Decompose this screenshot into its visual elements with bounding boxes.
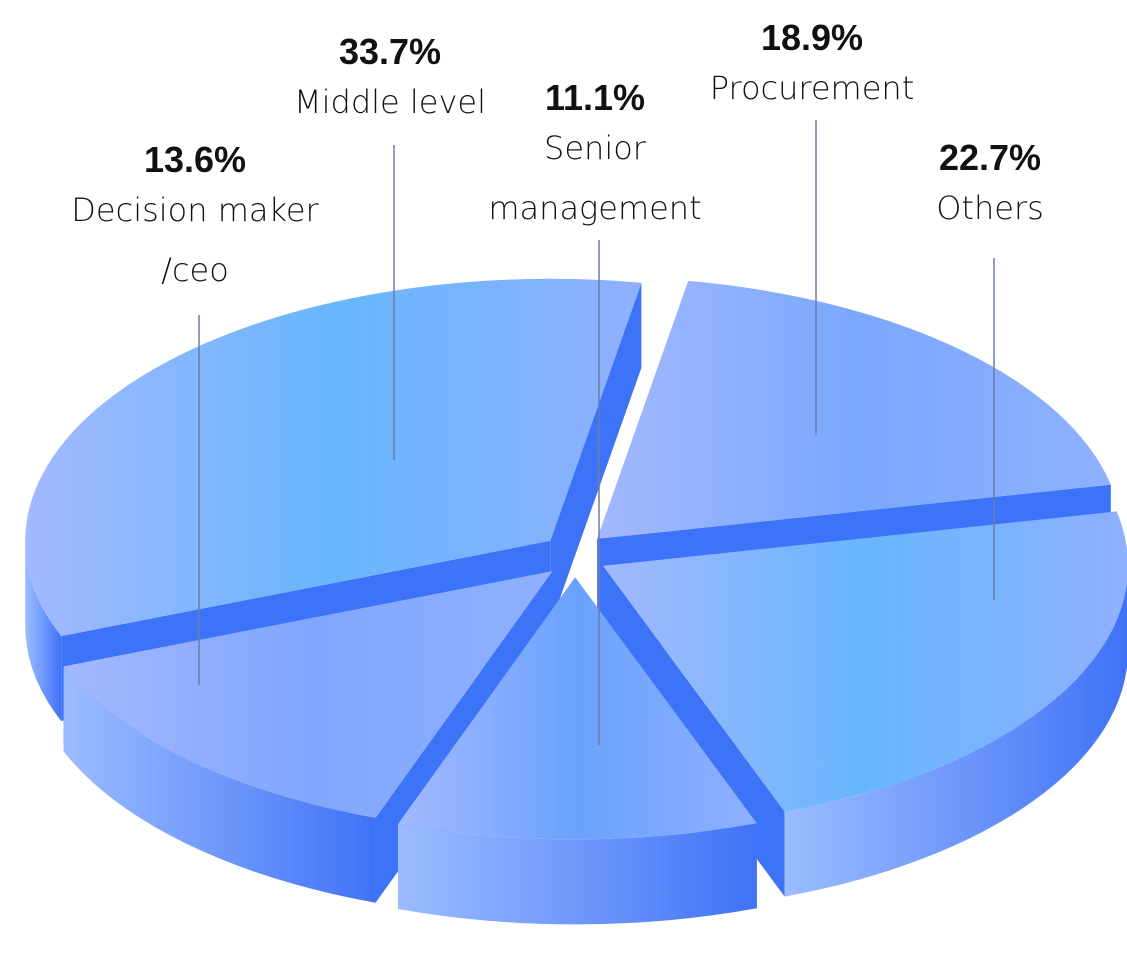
- category-label: Others: [936, 189, 1044, 227]
- slice-label: 18.9% Procurement: [692, 18, 932, 118]
- slice-label: 22.7% Others: [870, 138, 1110, 238]
- slice-side: [25, 540, 62, 722]
- category-label: Middle level: [294, 83, 486, 121]
- value-label: 18.9%: [760, 17, 864, 58]
- slice-label: 33.7% Middle level: [270, 32, 510, 132]
- value-label: 11.1%: [544, 77, 646, 118]
- value-label: 13.6%: [143, 139, 247, 180]
- value-label: 33.7%: [338, 31, 442, 72]
- value-label: 22.7%: [938, 137, 1042, 178]
- slice-side: [784, 581, 1127, 897]
- slice-label: 13.6% Decision maker /ceo: [45, 140, 345, 300]
- pie-slice: [25, 278, 642, 637]
- slice-wall: [550, 282, 642, 626]
- slice-side: [397, 823, 757, 925]
- pie-slice: [603, 511, 1127, 812]
- category-label: Decision maker /ceo: [71, 191, 319, 289]
- slice-label: 11.1% Senior management: [475, 78, 715, 238]
- pie-slice: [63, 571, 553, 818]
- slice-side: [63, 666, 376, 903]
- category-label: Procurement: [709, 69, 915, 107]
- category-label: Senior management: [488, 129, 702, 227]
- pie-slice: [397, 577, 757, 840]
- pie-slice: [597, 280, 1111, 539]
